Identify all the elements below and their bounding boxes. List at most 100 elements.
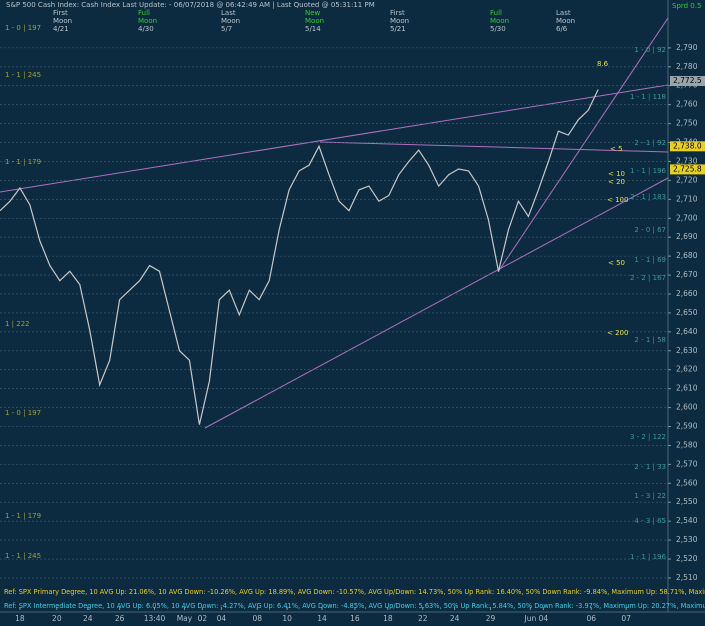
level-label: 1 - 1 | 196	[630, 553, 667, 561]
level-label: 2 - 1 | 183	[630, 193, 666, 201]
level-label: 1 - 1 | 179	[5, 158, 41, 166]
price-tag	[670, 141, 705, 152]
y-tick-label: 2,700	[676, 213, 698, 222]
x-tick-label: May	[177, 614, 193, 623]
moon-name: Moon	[390, 17, 409, 25]
x-tick-label: 26	[115, 614, 125, 623]
level-label: 4 - 3 | 65	[634, 517, 666, 525]
y-tick-label: 2,630	[676, 346, 698, 355]
level-label: 1 - 1 | 245	[5, 552, 41, 560]
level-label: 1 - 1 | 69	[634, 256, 666, 264]
moon-name: Moon	[138, 17, 157, 25]
y-tick-label: 2,650	[676, 308, 698, 317]
level-label: 1 - 1 | 118	[630, 93, 666, 101]
moon-name: Moon	[490, 17, 509, 25]
y-tick-label: 2,530	[676, 535, 698, 544]
x-tick-label: 24	[450, 614, 460, 623]
level-label: 1 - 0 | 197	[5, 24, 41, 32]
y-tick-label: 2,620	[676, 365, 698, 374]
y-tick-label: 2,600	[676, 403, 698, 412]
level-label: 2 - 1 | 58	[634, 336, 666, 344]
moon-phase: First	[390, 9, 405, 17]
moon-phase: Full	[490, 9, 502, 17]
moon-date: 5/30	[490, 25, 506, 33]
level-label: 1 | 222	[5, 320, 30, 328]
x-tick-label: 07	[621, 614, 631, 623]
annotation: < 200	[607, 329, 628, 337]
level-label: 1 - 0 | 197	[5, 409, 41, 417]
annotation: < 5	[610, 145, 623, 153]
annotation: 8.6	[597, 60, 609, 68]
y-tick-label: 2,750	[676, 119, 698, 128]
x-tick-label: 24	[83, 614, 93, 623]
x-tick-label: 16	[350, 614, 360, 623]
annotation: < 100	[607, 196, 628, 204]
moon-phase: New	[305, 9, 321, 17]
footer-text: Ref: SPX Intermediate Degree, 10 AVG Up:…	[4, 602, 705, 610]
y-tick-label: 2,580	[676, 440, 698, 449]
annotation: < 10	[608, 170, 625, 178]
moon-name: Moon	[556, 17, 575, 25]
annotation: < 20	[608, 178, 625, 186]
spread: Sprd 0.5	[672, 2, 701, 10]
level-label: 2 - 0 | 67	[634, 226, 666, 234]
x-tick-label: 02	[198, 614, 208, 623]
price-tag-label: 2,738.0	[673, 141, 702, 150]
y-tick-label: 2,690	[676, 232, 698, 241]
y-tick-label: 2,610	[676, 384, 698, 393]
x-tick-label: Jun	[524, 614, 537, 623]
x-tick-label: 13:40	[144, 614, 166, 623]
trend-line	[319, 141, 669, 153]
annotation: < 50	[608, 259, 625, 267]
x-tick-label: 04	[539, 614, 549, 623]
x-tick-label: 20	[52, 614, 62, 623]
y-tick-label: 2,790	[676, 43, 698, 52]
y-tick-label: 2,570	[676, 459, 698, 468]
moon-date: 4/30	[138, 25, 154, 33]
level-label: 1 - 1 | 179	[5, 512, 41, 520]
x-tick-label: 18	[383, 614, 393, 623]
moon-date: 5/21	[390, 25, 406, 33]
price-tag-label: 2,725.8	[673, 164, 702, 173]
y-tick-label: 2,640	[676, 327, 698, 336]
y-tick-label: 2,670	[676, 270, 698, 279]
y-tick-label: 2,540	[676, 516, 698, 525]
trend-line	[0, 84, 669, 193]
moon-date: 6/6	[556, 25, 568, 33]
moon-phase: Full	[138, 9, 150, 17]
y-tick-label: 2,720	[676, 175, 698, 184]
x-tick-label: 06	[586, 614, 596, 623]
level-label: 2 - 1 | 92	[634, 139, 666, 147]
x-tick-label: 14	[317, 614, 327, 623]
y-tick-label: 2,550	[676, 497, 698, 506]
price-tag	[670, 75, 705, 86]
trend-line	[497, 17, 669, 273]
moon-date: 5/7	[221, 25, 232, 33]
moon-phase: Last	[221, 9, 236, 17]
moon-phase: First	[53, 9, 68, 17]
x-tick-label: 29	[486, 614, 496, 623]
y-tick-label: 2,590	[676, 422, 698, 431]
y-tick-label: 2,730	[676, 156, 698, 165]
y-tick-label: 2,560	[676, 478, 698, 487]
x-tick-label: 22	[418, 614, 428, 623]
moon-date: 4/21	[53, 25, 69, 33]
x-tick-label: 04	[217, 614, 227, 623]
x-tick-label: 08	[252, 614, 262, 623]
level-label: 2 - 2 | 167	[630, 274, 666, 282]
y-tick-label: 2,710	[676, 194, 698, 203]
trend-line	[204, 177, 669, 429]
level-label: 3 - 2 | 122	[630, 433, 666, 441]
moon-name: Moon	[221, 17, 240, 25]
level-label: 2 - 1 | 33	[634, 463, 666, 471]
price-tag-label: 2,772.5	[673, 76, 702, 85]
level-label: 1 - 0 | 92	[634, 46, 666, 54]
footer-text: Ref: SPX Primary Degree, 10 AVG Up: 21.0…	[4, 588, 705, 596]
y-tick-label: 2,780	[676, 62, 698, 71]
y-tick-label: 2,510	[676, 573, 698, 582]
level-label: 1 - 1 | 196	[630, 167, 667, 175]
level-label: 1 - 1 | 245	[5, 71, 41, 79]
x-tick-label: 18	[15, 614, 25, 623]
moon-name: Moon	[53, 17, 72, 25]
